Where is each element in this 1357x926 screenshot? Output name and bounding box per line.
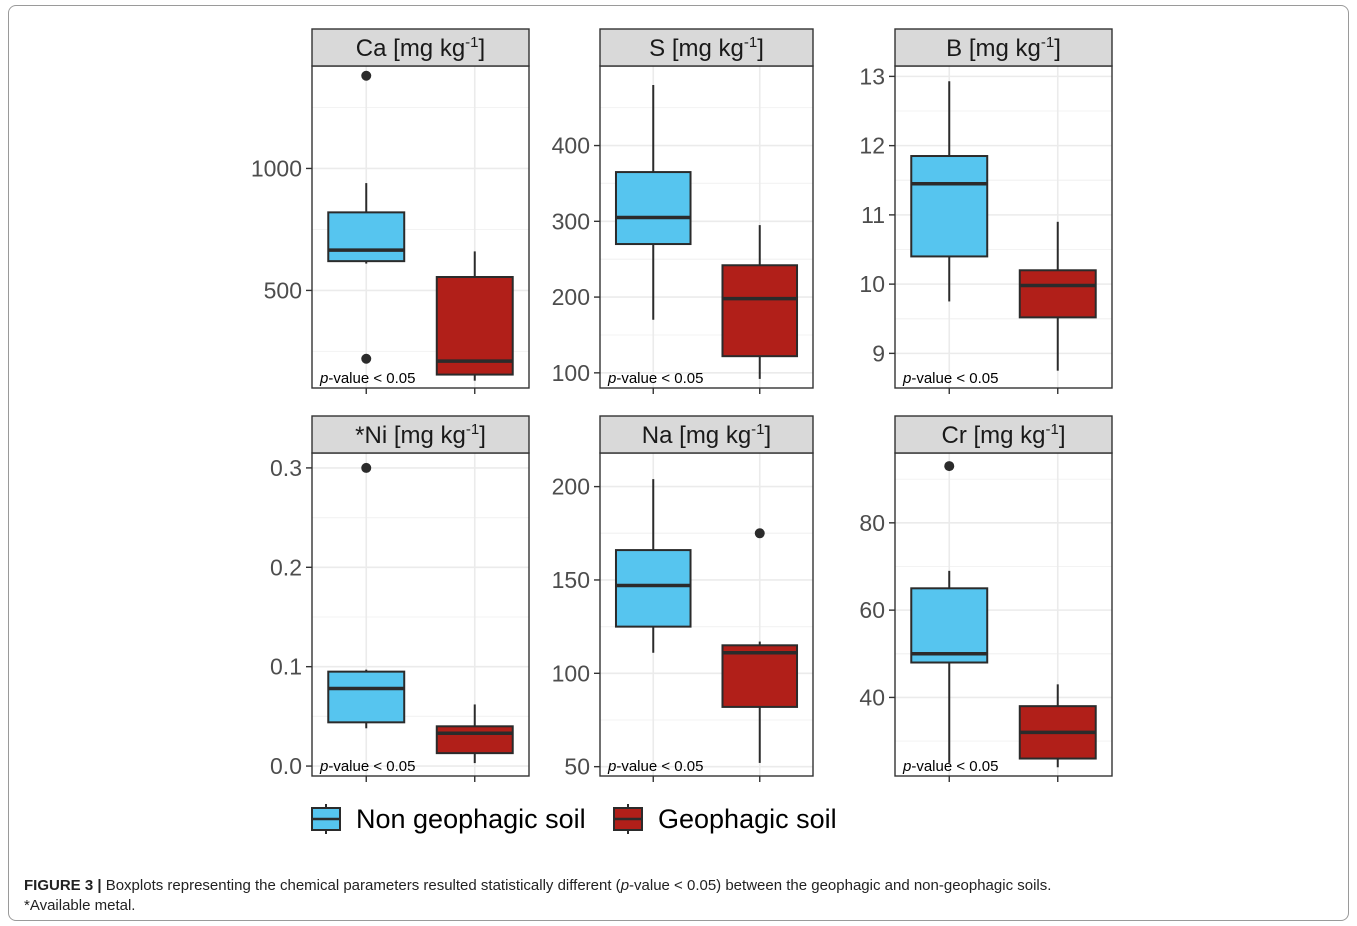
outlier-point <box>361 353 372 364</box>
panel-4: *Ni [mg kg-1] 0.0 0.1 0.2 0.3 p-value < 0.05 <box>270 415 530 782</box>
y-tick-label: 400 <box>552 133 590 159</box>
caption-text-after: -value < 0.05) between the geophagic and… <box>629 877 1052 894</box>
legend: Non geophagic soil Geophagic soil <box>311 804 837 834</box>
p-value-annotation: p-value < 0.05 <box>902 758 999 775</box>
strip-title: Na [mg kg-1] <box>642 421 771 449</box>
box-geophagic <box>1018 221 1097 371</box>
y-tick-label: 50 <box>564 754 590 780</box>
box-iqr <box>614 549 692 628</box>
caption-label: FIGURE 3 | <box>24 877 102 894</box>
y-tick-label: 11 <box>861 202 885 228</box>
y-tick-label: 100 <box>552 660 590 686</box>
y-tick-label: 9 <box>872 340 885 366</box>
p-value-annotation: p-value < 0.05 <box>902 370 999 387</box>
strip-background <box>311 28 530 67</box>
strip-background <box>894 28 1113 67</box>
strip-background <box>311 415 530 454</box>
box-non-geophagic <box>327 462 406 729</box>
legend-key-non-geophagic <box>311 804 341 834</box>
y-tick-label: 300 <box>552 208 590 234</box>
y-tick-label: 200 <box>552 474 590 500</box>
caption-line: FIGURE 3 | Boxplots representing the che… <box>24 876 1334 896</box>
box-iqr <box>721 644 799 708</box>
strip-background <box>599 415 814 454</box>
box-iqr <box>721 264 799 358</box>
box-geophagic <box>1018 684 1097 768</box>
box-iqr <box>435 276 514 376</box>
y-tick-label: 40 <box>859 684 885 710</box>
strip-background <box>894 415 1113 454</box>
box-non-geophagic <box>910 461 989 763</box>
outlier-point <box>361 70 372 81</box>
y-tick-label: 500 <box>264 277 302 303</box>
figure-caption: FIGURE 3 | Boxplots representing the che… <box>24 876 1334 916</box>
panel-2: S [mg kg-1] 100 200 300 400 p-value < 0.05 <box>552 28 814 394</box>
box-non-geophagic <box>614 479 692 653</box>
outlier-point <box>944 461 955 472</box>
box-non-geophagic <box>327 70 406 364</box>
caption-footnote: *Available metal. <box>24 897 136 914</box>
y-tick-label: 1000 <box>251 155 302 181</box>
strip-title: *Ni [mg kg-1] <box>355 421 486 449</box>
legend-key-geophagic <box>613 804 643 834</box>
caption-text-before: Boxplots representing the chemical param… <box>101 877 621 894</box>
y-tick-label: 200 <box>552 284 590 310</box>
strip-title: Cr [mg kg-1] <box>941 421 1065 449</box>
y-tick-label: 150 <box>552 567 590 593</box>
y-tick-label: 10 <box>859 271 885 297</box>
y-tick-label: 12 <box>859 133 885 159</box>
panel-5: Na [mg kg-1] 50 100 150 200 p-value < 0.05 <box>552 415 814 782</box>
y-tick-label: 13 <box>859 63 885 89</box>
strip-background <box>599 28 814 67</box>
box-iqr <box>910 587 989 664</box>
y-tick-label: 60 <box>859 597 885 623</box>
y-tick-label: 100 <box>552 360 590 386</box>
box-iqr <box>327 670 406 724</box>
p-value-annotation: p-value < 0.05 <box>319 758 416 775</box>
box-geophagic <box>435 251 514 381</box>
strip-title: Ca [mg kg-1] <box>356 34 485 62</box>
y-tick-label: 0.1 <box>270 654 302 680</box>
panel-1: Ca [mg kg-1] 500 1000 p-value < 0.05 <box>251 28 530 394</box>
p-value-annotation: p-value < 0.05 <box>607 370 704 387</box>
y-tick-label: 0.0 <box>270 753 302 779</box>
box-iqr <box>327 211 406 263</box>
box-iqr <box>1018 269 1097 319</box>
box-geophagic <box>721 225 799 379</box>
panel-3: B [mg kg-1] 9 10 11 12 13 p-value < 0.05 <box>859 28 1113 394</box>
y-tick-label: 80 <box>859 510 885 536</box>
legend-label: Non geophagic soil <box>356 804 586 834</box>
box-iqr <box>614 171 692 246</box>
box-geophagic <box>435 704 514 764</box>
outlier-point <box>361 462 372 473</box>
y-tick-label: 0.2 <box>270 554 302 580</box>
p-value-annotation: p-value < 0.05 <box>607 758 704 775</box>
y-tick-label: 0.3 <box>270 455 302 481</box>
box-iqr <box>435 725 514 755</box>
strip-title: S [mg kg-1] <box>649 34 764 62</box>
box-non-geophagic <box>614 84 692 320</box>
panel-6: Cr [mg kg-1] 40 60 80 p-value < 0.05 <box>859 415 1113 782</box>
p-value-annotation: p-value < 0.05 <box>319 370 416 387</box>
box-iqr <box>910 155 989 258</box>
caption-italic-p: p <box>620 877 630 894</box>
outlier-point <box>754 528 765 539</box>
strip-title: B [mg kg-1] <box>946 34 1061 62</box>
box-geophagic <box>721 528 799 763</box>
legend-label: Geophagic soil <box>658 804 837 834</box>
box-non-geophagic <box>910 81 989 302</box>
